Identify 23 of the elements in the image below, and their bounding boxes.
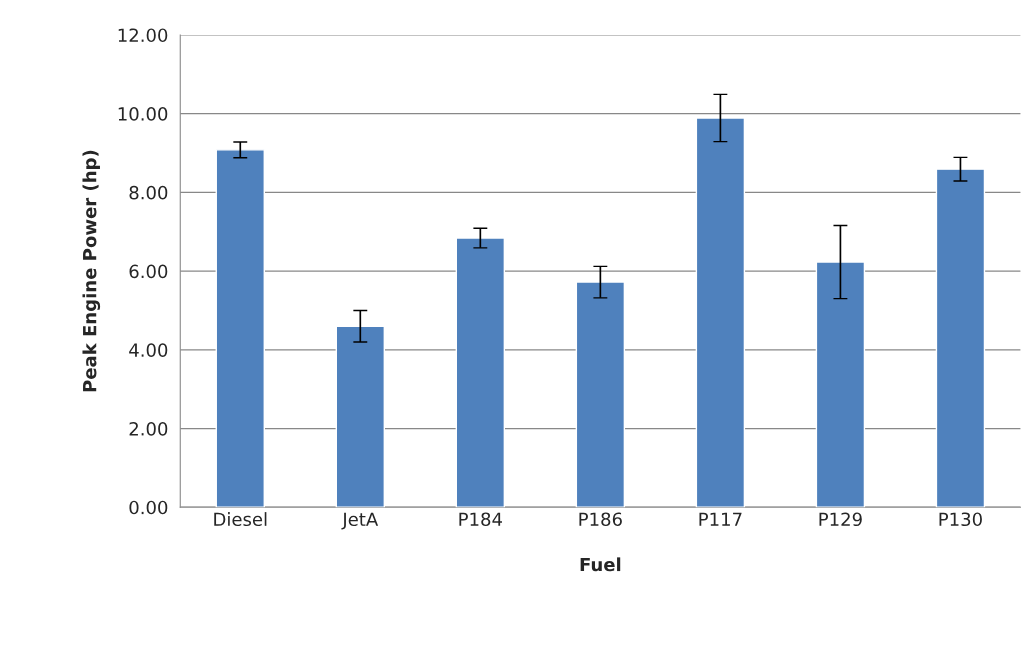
x-axis-title: Fuel [580,557,621,572]
x-tick-label: P117 [699,512,742,526]
bar [455,237,506,508]
y-tick-label: 8.00 [129,185,168,200]
y-tick-label: 2.00 [129,421,168,436]
y-axis-title: Peak Engine Power (hp) [82,150,101,392]
y-tick-label: 4.00 [129,343,168,357]
bar [695,117,746,508]
x-tick-label: P184 [459,512,502,527]
y-tick-label: 12.00 [118,28,168,43]
x-tick-label: P186 [579,512,622,527]
x-tick-label: P130 [939,512,982,527]
x-tick-label: Diesel [214,512,267,527]
y-tick-label: 0.00 [129,500,168,515]
bar [575,281,626,508]
bar [335,325,386,508]
x-tick-label: P129 [819,512,862,527]
bar [815,261,866,508]
y-tick-label: 10.00 [118,107,168,121]
x-tick-label: JetA [341,512,379,530]
bar [215,149,265,508]
y-tick-label: 6.00 [129,264,168,279]
bar [935,168,986,508]
